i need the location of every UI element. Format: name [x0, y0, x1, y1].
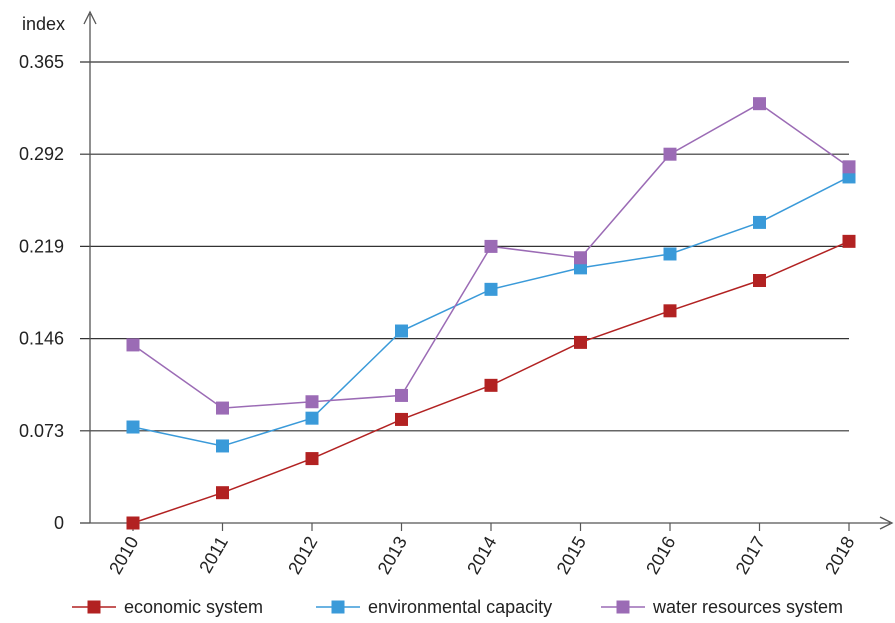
y-tick-labels: 0 0.073 0.146 0.219 0.292 0.365 [19, 52, 64, 533]
y-axis-title: index [22, 14, 65, 34]
data-point [216, 486, 229, 500]
gridlines [80, 61, 849, 524]
series-economic-system [126, 234, 856, 530]
x-tick-label: 2013 [374, 533, 411, 578]
legend: economic system environmental capacity wat… [72, 597, 843, 617]
data-point [842, 170, 856, 184]
x-tick-label: 2015 [553, 533, 590, 578]
legend-item: environmental capacity [316, 597, 552, 617]
legend-item: water resources system [601, 597, 843, 617]
data-point [574, 335, 587, 349]
axes: index [22, 10, 894, 530]
y-tick-label: 0.292 [19, 144, 64, 164]
data-point [126, 338, 140, 352]
y-tick-label: 0.365 [19, 52, 64, 72]
y-tick-label: 0.146 [19, 329, 64, 349]
data-point [126, 420, 140, 434]
y-tick-label: 0.219 [19, 236, 64, 256]
legend-item: economic system [72, 597, 263, 617]
series-lines [126, 97, 856, 530]
data-point [395, 324, 408, 338]
data-point [574, 261, 587, 275]
data-point [305, 452, 319, 466]
data-point [753, 97, 766, 111]
data-point [842, 160, 856, 174]
data-point [126, 516, 140, 530]
series-environmental-capacity [126, 170, 856, 453]
legend-marker [616, 600, 630, 614]
legend-marker [331, 600, 345, 614]
data-point [305, 411, 319, 425]
data-point [753, 215, 766, 229]
y-tick-label: 0 [54, 513, 64, 533]
data-point [663, 247, 677, 261]
data-point [574, 251, 587, 265]
x-tick-label: 2010 [105, 533, 142, 578]
data-point [484, 378, 498, 392]
y-tick-label: 0.073 [19, 421, 64, 441]
legend-label: water resources system [652, 597, 843, 617]
legend-label: environmental capacity [368, 597, 552, 617]
x-tick-label: 2011 [195, 533, 232, 577]
data-point [216, 439, 229, 453]
data-point [663, 147, 677, 161]
data-point [753, 274, 766, 288]
data-point [216, 401, 229, 415]
x-tick-label: 2016 [642, 533, 679, 578]
series-line [132, 102, 850, 409]
data-point [663, 304, 677, 318]
data-point [395, 412, 408, 426]
y-axis-arrow [83, 10, 97, 25]
series-line [132, 176, 850, 447]
data-point [484, 282, 498, 296]
data-point [484, 239, 498, 253]
legend-marker [87, 600, 101, 614]
x-tick-label: 2017 [732, 533, 769, 578]
data-point [305, 395, 319, 409]
x-tick-label: 2014 [463, 533, 500, 578]
x-axis-arrow [879, 516, 894, 530]
series-water-resources-system [126, 97, 856, 415]
data-point [395, 388, 408, 402]
x-tick-label: 2018 [821, 533, 858, 578]
legend-label: economic system [124, 597, 263, 617]
x-tick-label: 2012 [284, 533, 321, 578]
data-point [842, 234, 856, 248]
x-tick-labels: 2010 2011 2012 2013 2014 2015 2016 2017 2018 [105, 523, 858, 578]
